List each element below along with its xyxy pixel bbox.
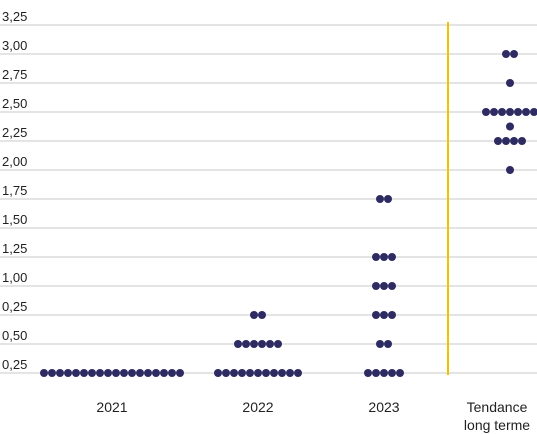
y-tick-label: 1,00 [2, 270, 27, 285]
dot [72, 369, 80, 377]
dot [250, 340, 258, 348]
x-tick-label: 2023 [368, 399, 400, 415]
dot [258, 311, 266, 319]
dot [88, 369, 96, 377]
dot [506, 108, 514, 116]
x-tick-label: 2021 [96, 399, 128, 415]
dot [242, 340, 250, 348]
y-tick-label: 1,25 [2, 241, 27, 256]
dot [482, 108, 490, 116]
dot [176, 369, 184, 377]
dot [372, 369, 380, 377]
y-tick-label: 2,75 [2, 67, 27, 82]
dot [510, 50, 518, 58]
dot [128, 369, 136, 377]
dot [234, 340, 242, 348]
dot [510, 137, 518, 145]
dot [380, 282, 388, 290]
dot [278, 369, 286, 377]
dot [64, 369, 72, 377]
y-tick-label: 2,00 [2, 154, 27, 169]
dot [230, 369, 238, 377]
dot [254, 369, 262, 377]
y-tick-label: 0,25 [2, 299, 27, 314]
dot [384, 340, 392, 348]
dot [388, 369, 396, 377]
dot [396, 369, 404, 377]
dot [372, 253, 380, 261]
dot [262, 369, 270, 377]
dot [56, 369, 64, 377]
dot [506, 79, 514, 87]
dot [388, 282, 396, 290]
dot [80, 369, 88, 377]
dot [494, 137, 502, 145]
dot [152, 369, 160, 377]
y-tick-label: 2,25 [2, 125, 27, 140]
dot [214, 369, 222, 377]
dot [294, 369, 302, 377]
dot [380, 253, 388, 261]
dot [222, 369, 230, 377]
dot [380, 369, 388, 377]
dot [270, 369, 278, 377]
dot [120, 369, 128, 377]
dot [136, 369, 144, 377]
dot [48, 369, 56, 377]
dot [144, 369, 152, 377]
dot [522, 108, 530, 116]
dot [372, 282, 380, 290]
y-tick-label: 1,50 [2, 212, 27, 227]
dot [238, 369, 246, 377]
x-tick-label: 2022 [242, 399, 274, 415]
dot [530, 108, 537, 116]
dot [40, 369, 48, 377]
dot [490, 108, 498, 116]
dot [518, 137, 526, 145]
dot [376, 340, 384, 348]
y-tick-label: 0,50 [2, 328, 27, 343]
dot [372, 311, 380, 319]
dot [160, 369, 168, 377]
dot [388, 311, 396, 319]
dot [112, 369, 120, 377]
dot [286, 369, 294, 377]
dot [266, 340, 274, 348]
dot [498, 108, 506, 116]
y-tick-label: 2,50 [2, 96, 27, 111]
dot [388, 253, 396, 261]
dot [514, 108, 522, 116]
dot [502, 50, 510, 58]
dot [364, 369, 372, 377]
dot [258, 340, 266, 348]
dot [246, 369, 254, 377]
x-tick-label: Tendance long terme [463, 399, 531, 433]
y-tick-label: 1,75 [2, 183, 27, 198]
dot [376, 195, 384, 203]
dot [168, 369, 176, 377]
dot [384, 195, 392, 203]
dot [250, 311, 258, 319]
dot [96, 369, 104, 377]
dot [104, 369, 112, 377]
dot [380, 311, 388, 319]
dot [506, 122, 514, 131]
dot [502, 137, 510, 145]
dot [274, 340, 282, 348]
y-tick-label: 0,25 [2, 357, 27, 372]
y-tick-label: 3,25 [2, 9, 27, 24]
y-tick-label: 3,00 [2, 38, 27, 53]
dot [506, 166, 514, 174]
